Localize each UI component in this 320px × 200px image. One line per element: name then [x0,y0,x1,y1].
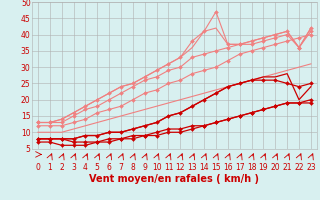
Text: 0: 0 [36,163,40,172]
Text: 6: 6 [107,163,112,172]
Text: 14: 14 [199,163,209,172]
Text: 5: 5 [95,163,100,172]
Text: 7: 7 [119,163,124,172]
Text: 2: 2 [59,163,64,172]
Text: 13: 13 [188,163,197,172]
Text: 18: 18 [247,163,256,172]
Text: 8: 8 [131,163,135,172]
Text: 15: 15 [211,163,221,172]
Text: 3: 3 [71,163,76,172]
Text: 20: 20 [270,163,280,172]
Text: 21: 21 [282,163,292,172]
Text: 12: 12 [176,163,185,172]
Text: 23: 23 [306,163,316,172]
Text: 17: 17 [235,163,244,172]
Text: 1: 1 [47,163,52,172]
Text: 10: 10 [152,163,161,172]
Text: 19: 19 [259,163,268,172]
Text: 9: 9 [142,163,147,172]
Text: Vent moyen/en rafales ( km/h ): Vent moyen/en rafales ( km/h ) [89,174,260,184]
Text: 11: 11 [164,163,173,172]
Text: 16: 16 [223,163,233,172]
Text: 4: 4 [83,163,88,172]
Text: 22: 22 [294,163,304,172]
